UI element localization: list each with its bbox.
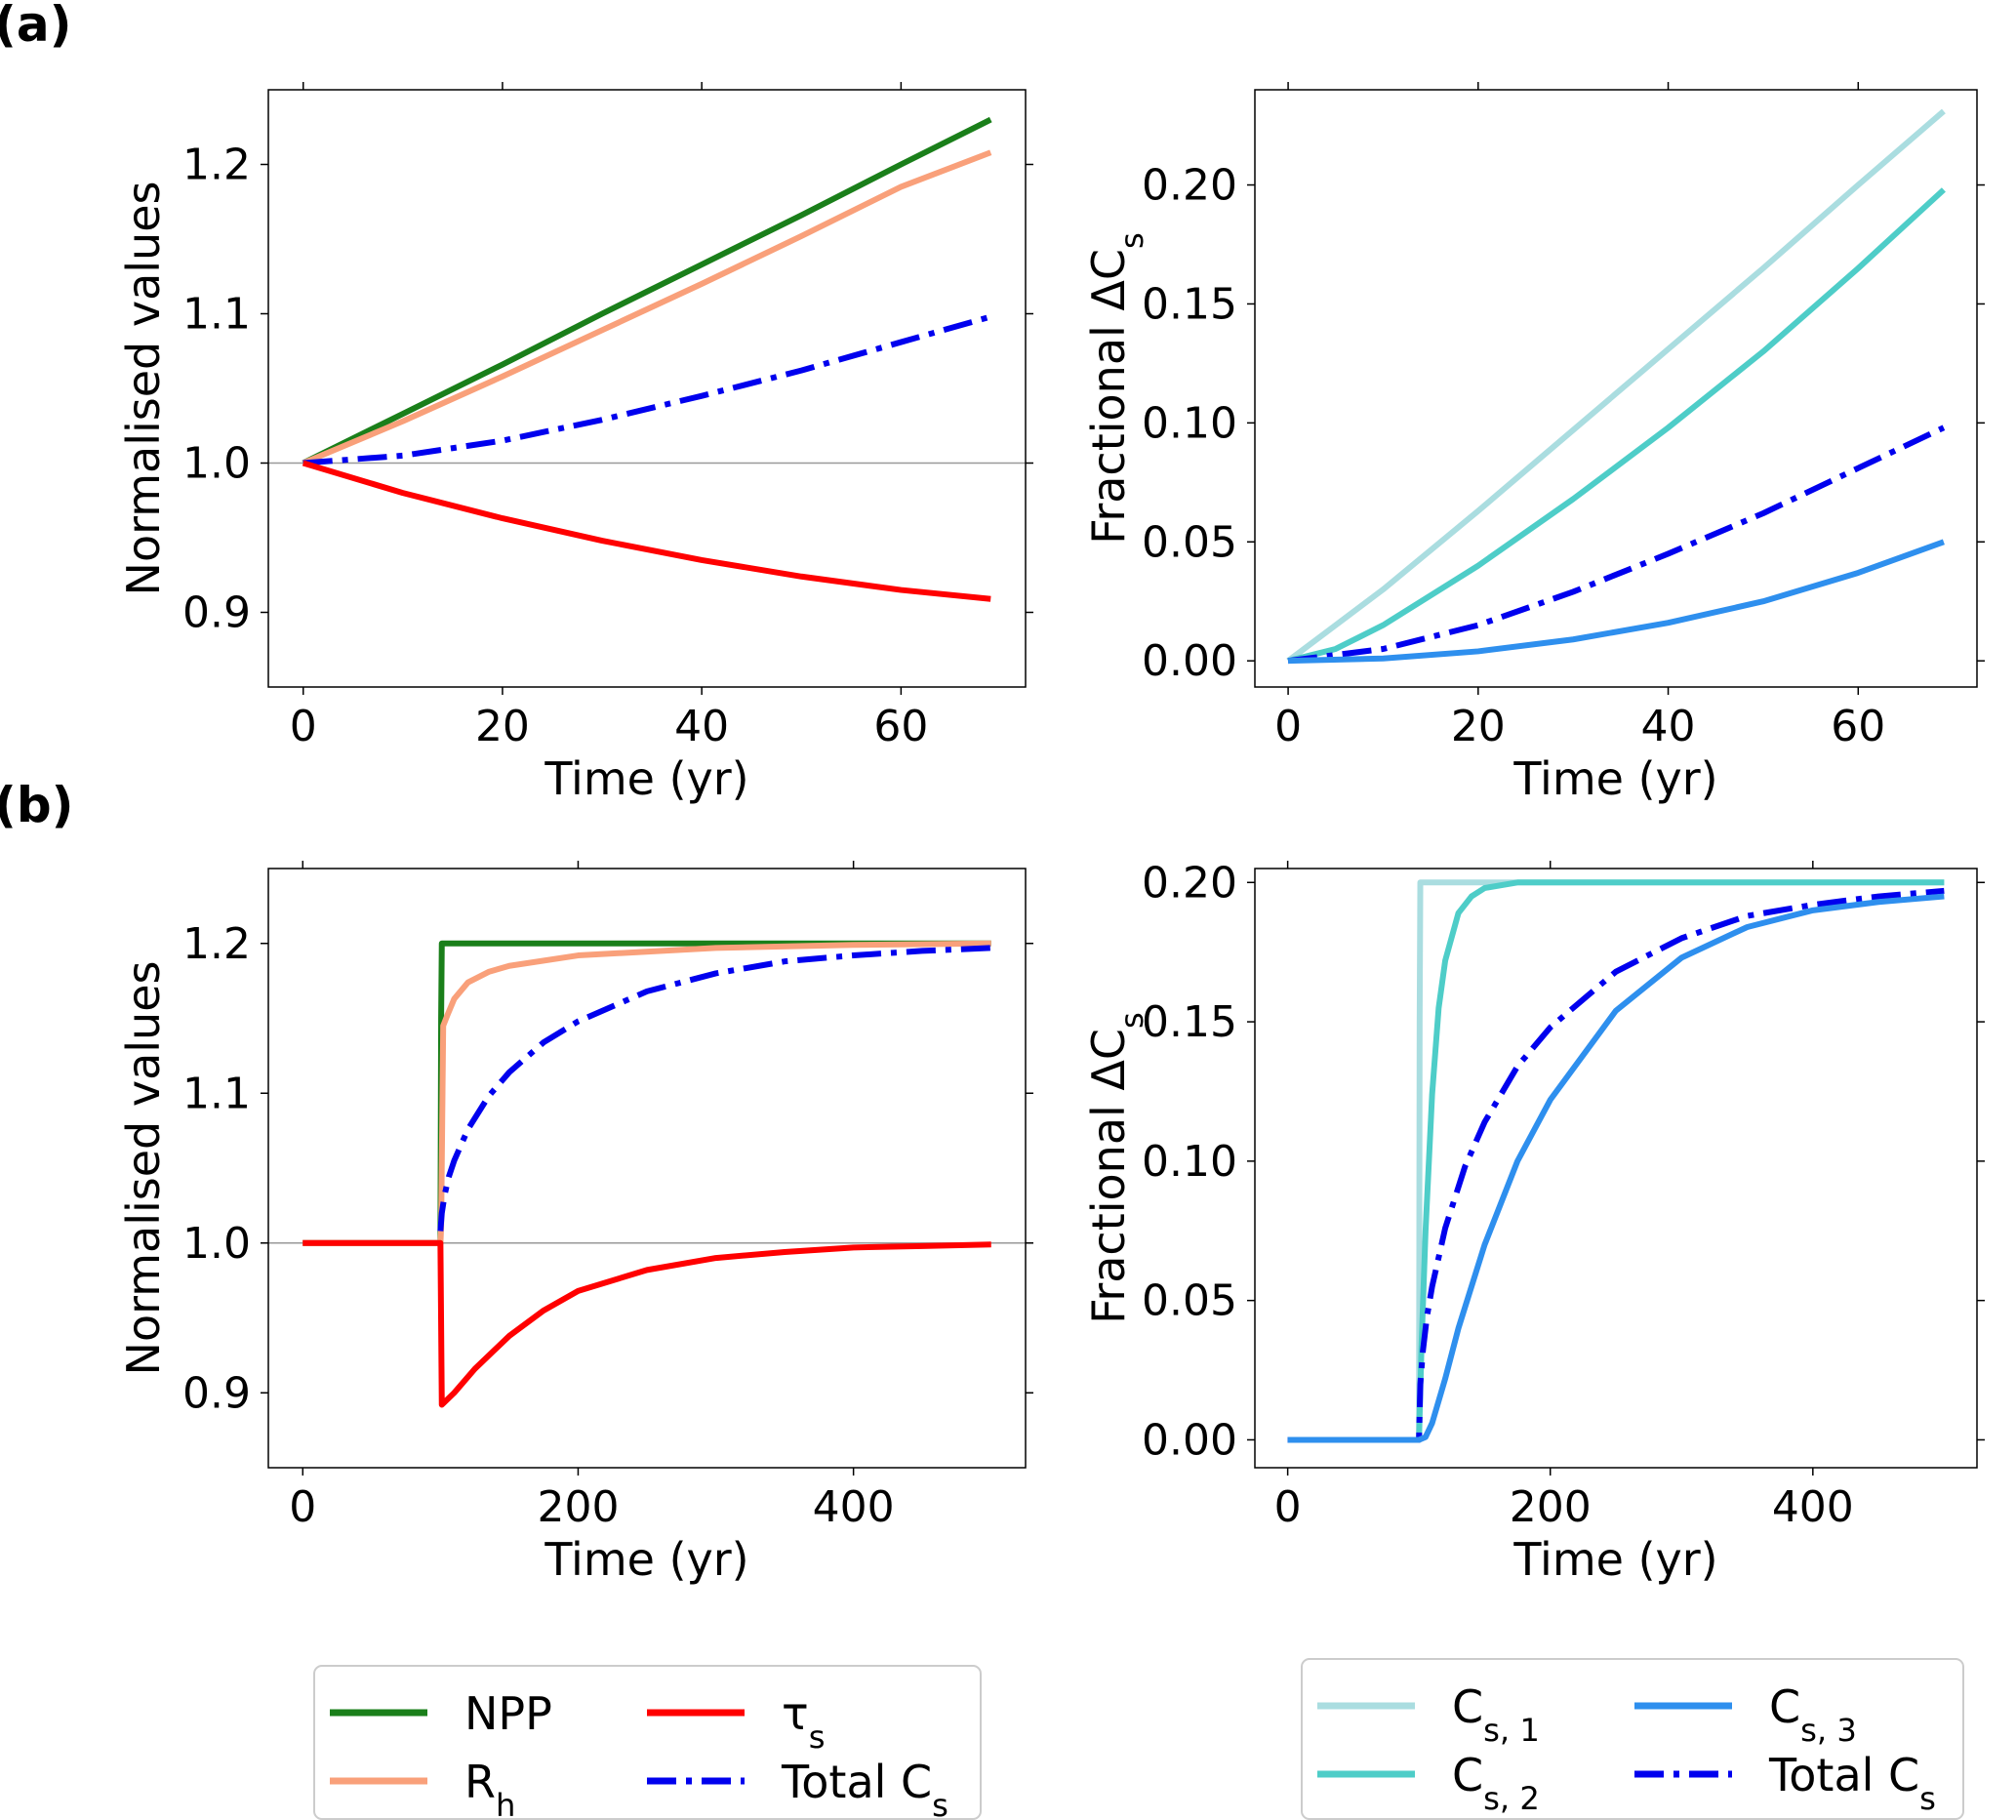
panel-label-b: (b): [0, 777, 74, 833]
series-line-cs3: [1287, 893, 1945, 1443]
x-axis-label: Time (yr): [544, 1533, 748, 1586]
legend-label-cs1: Cs, 1: [1452, 1680, 1540, 1749]
series-line-npp: [302, 116, 992, 466]
y-tick-label: 1.0: [182, 1219, 251, 1269]
series-line-total: [1287, 425, 1946, 665]
y-tick-label: 0.20: [1142, 858, 1237, 908]
x-tick-label: 0: [290, 702, 317, 751]
y-tick-label: 0.00: [1142, 1415, 1237, 1465]
series-line-cs3: [1288, 539, 1945, 665]
legend-label-tau: τs: [782, 1687, 825, 1756]
y-tick-label: 0.9: [182, 1368, 251, 1418]
y-tick-label: 1.2: [182, 919, 251, 969]
y-axis-label: Normalised values: [117, 182, 170, 596]
y-tick-label: 0.15: [1142, 997, 1237, 1047]
x-axis-label: Time (yr): [544, 752, 748, 805]
axes-frame: [267, 89, 1027, 688]
legend-label-total: Total Cs: [781, 1756, 948, 1820]
series-line-cs1: [1287, 879, 1945, 1443]
x-tick-label: 20: [1451, 702, 1506, 751]
series-line-rh: [302, 149, 992, 466]
chart-a_right: 0 20 40 60 0.00 0.05 0.10 0.15 0.20 Time (yr) Frac…: [1082, 82, 1985, 805]
y-tick-label: 0.15: [1142, 279, 1237, 329]
y-axis-label: Fractional ΔCs: [1082, 232, 1150, 545]
legend-label-cs2: Cs, 2: [1452, 1749, 1540, 1817]
y-tick-label: 0.10: [1142, 1137, 1237, 1187]
legend-label-cs3: Cs, 3: [1769, 1680, 1857, 1749]
legend-label-total: Total Cs: [1768, 1749, 1936, 1817]
x-tick-label: 200: [1510, 1482, 1592, 1532]
x-tick-label: 0: [1274, 1482, 1302, 1532]
series-line-total: [437, 945, 991, 1232]
series-line-cs2: [1287, 879, 1945, 1443]
series-line-tau: [302, 460, 991, 602]
x-tick-label: 400: [813, 1482, 895, 1532]
y-axis-label: Fractional ΔCs: [1082, 1012, 1150, 1324]
legend-label-npp: NPP: [464, 1687, 552, 1740]
y-tick-label: 0.00: [1142, 636, 1237, 686]
axes-frame: [1254, 89, 1978, 688]
x-tick-label: 400: [1772, 1482, 1854, 1532]
y-tick-label: 1.1: [182, 1069, 251, 1118]
x-axis-label: Time (yr): [1512, 752, 1717, 805]
y-tick-label: 0.05: [1142, 1276, 1237, 1326]
series-line-total: [302, 313, 992, 466]
x-tick-label: 20: [475, 702, 530, 751]
axes-frame: [267, 868, 1027, 1469]
series-line-tau: [302, 1239, 991, 1408]
x-tick-label: 40: [674, 702, 729, 751]
series-line-total: [1287, 887, 1945, 1443]
x-tick-label: 40: [1641, 702, 1696, 751]
x-tick-label: 60: [873, 702, 928, 751]
legend-frame: [313, 1665, 982, 1820]
y-tick-label: 0.05: [1142, 517, 1237, 567]
x-tick-label: 0: [1274, 702, 1302, 751]
panel-label-a: (a): [0, 0, 71, 53]
x-tick-label: 60: [1831, 702, 1885, 751]
y-tick-label: 0.20: [1142, 161, 1237, 211]
chart-b_left: 0 200 400 0.9 1.0 1.1 1.2 Time (yr) Normalised v…: [117, 861, 1033, 1586]
series-line-cs2: [1287, 187, 1946, 665]
legend-label-rh: Rh: [464, 1756, 515, 1820]
chart-a_left: 0 20 40 60 0.9 1.0 1.1 1.2 Time (yr) Normalised v…: [117, 82, 1033, 805]
y-tick-label: 1.1: [182, 290, 251, 340]
x-tick-label: 0: [289, 1482, 316, 1532]
axes-frame: [1254, 868, 1978, 1469]
chart-b_right: 0 200 400 0.00 0.05 0.10 0.15 0.20 Time (yr) Frac…: [1082, 858, 1985, 1586]
y-tick-label: 0.10: [1142, 398, 1237, 448]
y-tick-label: 1.2: [182, 141, 251, 190]
legend-frame: [1301, 1658, 1964, 1820]
x-axis-label: Time (yr): [1512, 1533, 1717, 1586]
y-tick-label: 0.9: [182, 588, 251, 638]
series-line-cs1: [1286, 108, 1946, 664]
y-tick-label: 1.0: [182, 439, 251, 489]
x-tick-label: 200: [537, 1482, 619, 1532]
y-axis-label: Normalised values: [117, 961, 170, 1376]
axes-layer: 0 20 40 60 0.9 1.0 1.1 1.2 Time (yr) Normalised v…: [117, 82, 1985, 1586]
